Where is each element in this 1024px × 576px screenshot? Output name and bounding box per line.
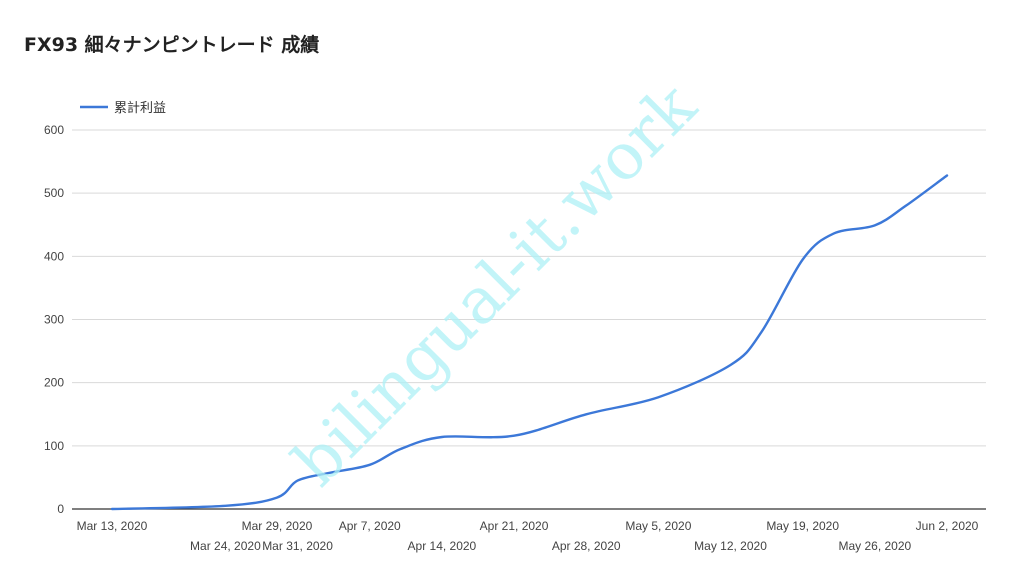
x-axis-ticks: Mar 13, 2020 Mar 29, 2020 Apr 7, 2020 Apr 2… — [77, 519, 979, 553]
x-tick-label: Mar 24, 2020 — [190, 539, 261, 553]
watermark-text: bilingual-it.work — [280, 69, 712, 501]
x-tick-label: Mar 31, 2020 — [262, 539, 333, 553]
x-tick-label: Apr 7, 2020 — [339, 519, 401, 533]
watermark: bilingual-it.work — [280, 69, 712, 501]
y-tick-label: 200 — [44, 376, 64, 390]
series-layer — [110, 174, 949, 511]
legend-label: 累計利益 — [114, 100, 166, 116]
y-tick-label: 100 — [44, 439, 64, 453]
x-tick-label: Apr 28, 2020 — [552, 539, 621, 553]
x-tick-label: Apr 14, 2020 — [408, 539, 477, 553]
x-tick-label: Mar 13, 2020 — [77, 519, 148, 533]
x-tick-label: May 19, 2020 — [766, 519, 839, 533]
y-tick-label: 400 — [44, 249, 64, 263]
x-tick-label: Mar 29, 2020 — [242, 519, 313, 533]
y-axis-ticks: 0 100 200 300 400 500 600 — [44, 123, 64, 516]
chart-title: FX93 細々ナンピントレード 成績 — [24, 34, 320, 56]
y-tick-label: 300 — [44, 313, 64, 327]
y-tick-label: 0 — [57, 502, 64, 516]
x-tick-label: May 5, 2020 — [625, 519, 691, 533]
y-tick-label: 600 — [44, 123, 64, 137]
x-tick-label: May 12, 2020 — [694, 539, 767, 553]
gridlines — [72, 129, 986, 510]
x-tick-label: Jun 2, 2020 — [916, 519, 979, 533]
x-tick-label: Apr 21, 2020 — [480, 519, 549, 533]
y-tick-label: 500 — [44, 186, 64, 200]
x-tick-label: May 26, 2020 — [838, 539, 911, 553]
legend: 累計利益 — [80, 100, 166, 116]
